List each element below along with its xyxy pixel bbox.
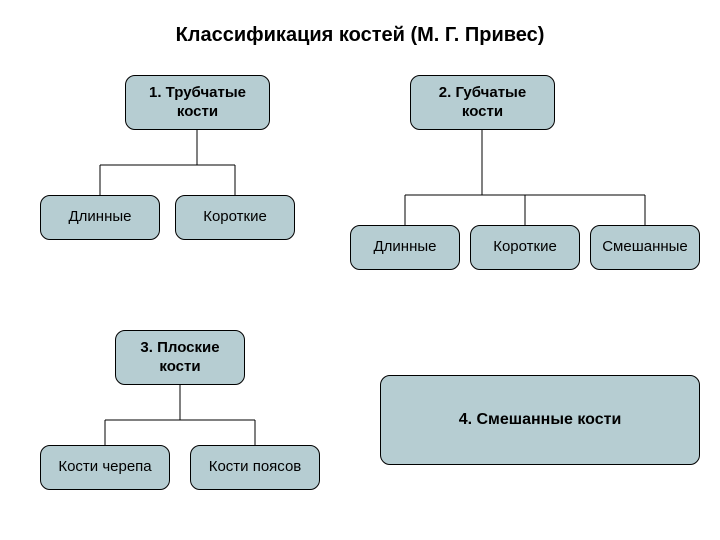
tree1-child-1: Короткие — [175, 195, 295, 240]
tree3-root-label: 3. Плоскиекости — [140, 339, 219, 377]
tree1-root-label: 1. Трубчатыекости — [149, 84, 246, 122]
box4: 4. Смешанные кости — [380, 375, 700, 465]
tree2-child-2-label: Смешанные — [602, 238, 688, 257]
tree2-child-0-label: Длинные — [374, 238, 437, 257]
tree2-root: 2. Губчатыекости — [410, 75, 555, 130]
tree3-child-0: Кости черепа — [40, 445, 170, 490]
tree1-child-1-label: Короткие — [203, 208, 267, 227]
tree3-child-1: Кости поясов — [190, 445, 320, 490]
tree2-child-1-label: Короткие — [493, 238, 557, 257]
tree2-child-1: Короткие — [470, 225, 580, 270]
tree1-child-0: Длинные — [40, 195, 160, 240]
tree1-child-0-label: Длинные — [69, 208, 132, 227]
tree3-child-1-label: Кости поясов — [209, 458, 302, 477]
page-title: Классификация костей (М. Г. Привес) — [0, 24, 720, 47]
tree2-child-2: Смешанные — [590, 225, 700, 270]
tree3-child-0-label: Кости черепа — [58, 458, 151, 477]
box4-label: 4. Смешанные кости — [459, 411, 622, 429]
tree3-root: 3. Плоскиекости — [115, 330, 245, 385]
tree2-root-label: 2. Губчатыекости — [439, 84, 526, 122]
tree2-child-0: Длинные — [350, 225, 460, 270]
tree1-root: 1. Трубчатыекости — [125, 75, 270, 130]
